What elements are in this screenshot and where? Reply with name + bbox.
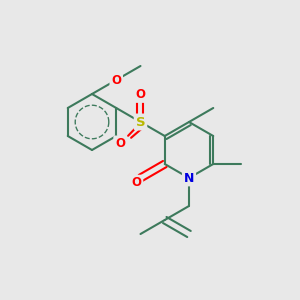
Text: O: O bbox=[111, 74, 121, 86]
Text: N: N bbox=[184, 172, 194, 184]
Text: O: O bbox=[136, 88, 146, 101]
Text: S: S bbox=[136, 116, 145, 128]
Text: O: O bbox=[131, 176, 142, 190]
Text: O: O bbox=[115, 137, 125, 150]
